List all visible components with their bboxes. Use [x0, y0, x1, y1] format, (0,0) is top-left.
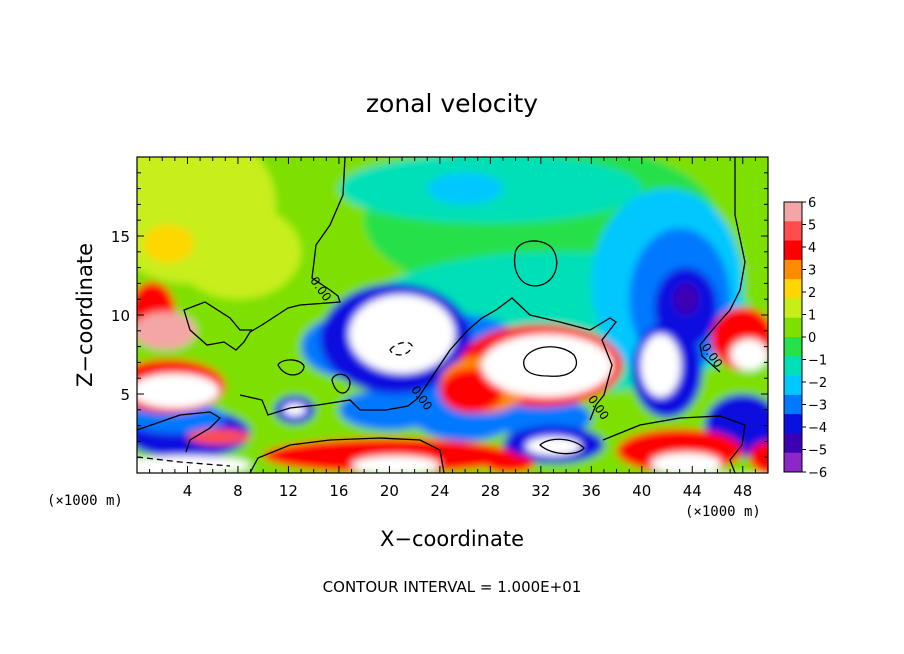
contour-negative-dashed: [389, 341, 413, 356]
field-region-39: [351, 455, 440, 473]
contour-zero-bottom-right: [602, 415, 746, 473]
x-tick-label: 12: [279, 482, 298, 500]
colorbar-swatch: [784, 375, 802, 396]
colorbar-label: −1: [808, 354, 827, 369]
contour-zero-small-mid: [331, 373, 351, 394]
y-tick-label: 10: [111, 307, 130, 325]
y-axis-ticks: 5 10 15: [111, 172, 768, 458]
y-tick-label: 5: [120, 386, 130, 404]
colorbar-swatch: [784, 356, 802, 377]
x-tick-label: 20: [380, 482, 399, 500]
x-tick-label: 36: [582, 482, 601, 500]
colorbar-swatch: [784, 337, 802, 357]
y-axis-title: Z−coordinate: [73, 243, 97, 387]
colorbar-swatch: [784, 452, 802, 473]
field-region-16: [349, 294, 456, 374]
x-tick-label: 32: [531, 482, 550, 500]
field-region-34: [137, 311, 197, 350]
x-tick-label: 8: [233, 482, 243, 500]
y-tick-label: 15: [111, 228, 130, 246]
colorbar-label: −4: [808, 421, 827, 436]
x-tick-label: 4: [183, 482, 193, 500]
x-axis-title: X−coordinate: [380, 527, 524, 551]
contour-positive-solid: [523, 346, 578, 377]
field-region-37: [187, 428, 251, 445]
field-region-41: [650, 452, 722, 473]
contour-interval-note: CONTOUR INTERVAL = 1.000E+01: [323, 578, 582, 596]
contour-zero-oval: [513, 240, 558, 287]
x-tick-label: 16: [329, 482, 348, 500]
field-region-23: [525, 436, 582, 456]
colorbar-swatch: [784, 202, 802, 222]
x-tick-label: 28: [481, 482, 500, 500]
x-axis-ticks: 4 8 12 16 20 24 28 32 36 40 44 48: [149, 157, 756, 500]
field-region-44: [137, 455, 251, 473]
x-unit-label-right: (×1000 m): [685, 504, 761, 520]
colorbar-label: 6: [808, 196, 816, 211]
colorbar-label: 5: [808, 219, 816, 234]
colorbar-swatch: [784, 433, 802, 454]
contour-positive-solid-bottom: [539, 438, 585, 455]
field-region-43: [749, 441, 768, 473]
field-region-32: [137, 373, 220, 409]
field-region-3: [143, 224, 194, 263]
colorbar-swatch: [784, 259, 802, 280]
contour-zero-middle: [239, 297, 617, 421]
contour-zero-small-left: [277, 359, 305, 376]
color-field: [137, 157, 768, 473]
contour-zero-bottom-left: [137, 411, 222, 453]
field-region-29: [439, 368, 503, 413]
contour-zero-right-branch: [699, 157, 746, 373]
colorbar-swatch: [784, 394, 802, 415]
plot-area: 0.000.00 0.000.00: [137, 157, 768, 473]
colorbar: 6 5 4 3 2 1 0 −1 −2 −3 −4 −5 −6: [783, 196, 827, 481]
x-tick-label: 44: [683, 482, 702, 500]
colorbar-label: 4: [808, 241, 816, 256]
colorbar-swatch: [784, 221, 802, 242]
field-region-18: [283, 403, 307, 417]
colorbar-swatch: [784, 240, 802, 261]
field-region-36: [730, 338, 768, 371]
field-region-6: [427, 172, 503, 205]
x-unit-label-left: (×1000 m): [47, 493, 123, 509]
x-tick-label: 40: [632, 482, 651, 500]
contour-negative-dashed-bottom: [137, 456, 231, 467]
colorbar-label: 1: [808, 309, 816, 324]
field-region-11: [673, 283, 699, 316]
colorbar-label: −3: [808, 399, 827, 414]
field-region-38: [263, 438, 516, 473]
colorbar-label: −5: [808, 444, 827, 459]
contour-lines: [137, 157, 746, 473]
field-region-20: [640, 333, 681, 398]
colorbar-swatch: [784, 279, 802, 299]
field-region-42: [484, 454, 535, 473]
colorbar-swatch: [784, 298, 802, 319]
colorbar-label: 0: [808, 331, 816, 346]
chart-title: zonal velocity: [366, 89, 538, 118]
x-tick-label: 24: [430, 482, 449, 500]
field-region-30: [481, 333, 613, 398]
colorbar-label: 3: [808, 264, 816, 279]
colorbar-label: 2: [808, 286, 816, 301]
contour-zero-upper: [183, 157, 346, 351]
colorbar-label: −2: [808, 376, 827, 391]
contour-zero-bottom-mid: [249, 437, 445, 473]
field-region-2: [174, 204, 302, 300]
colorbar-label: −6: [808, 466, 827, 481]
x-tick-label: 48: [733, 482, 752, 500]
colorbar-swatch: [784, 317, 802, 338]
colorbar-swatch: [784, 414, 802, 434]
